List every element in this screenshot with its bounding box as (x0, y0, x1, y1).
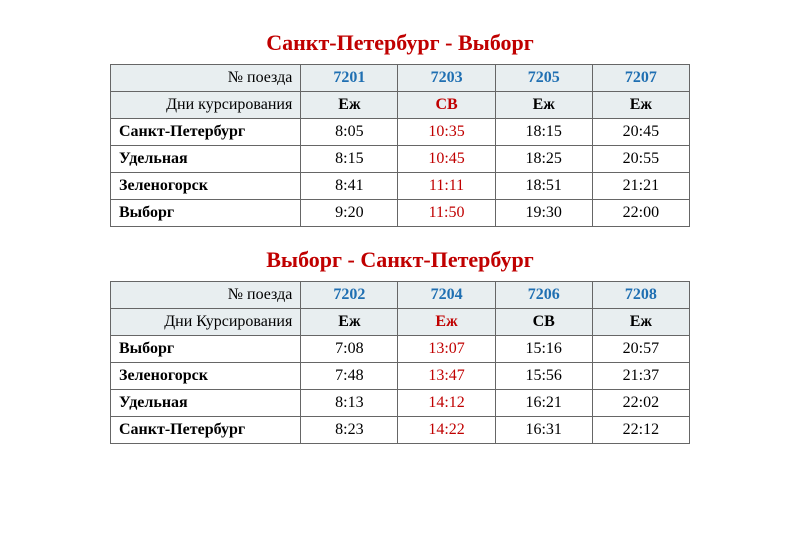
time-cell: 14:12 (398, 390, 495, 417)
time-cell: 15:56 (495, 363, 592, 390)
row-label: Дни курсирования (111, 92, 301, 119)
time-cell: 18:51 (495, 173, 592, 200)
day-cell: СВ (495, 309, 592, 336)
station-name: Выборг (111, 200, 301, 227)
train-number: 7207 (592, 65, 689, 92)
time-cell: 9:20 (301, 200, 398, 227)
train-number: 7208 (592, 282, 689, 309)
station-row: Удельная 8:15 10:45 18:25 20:55 (111, 146, 690, 173)
time-cell: 10:35 (398, 119, 495, 146)
time-cell: 18:15 (495, 119, 592, 146)
station-row: Санкт-Петербург 8:23 14:22 16:31 22:12 (111, 417, 690, 444)
station-name: Зеленогорск (111, 173, 301, 200)
time-cell: 21:21 (592, 173, 689, 200)
time-cell: 10:45 (398, 146, 495, 173)
station-row: Удельная 8:13 14:12 16:21 22:02 (111, 390, 690, 417)
time-cell: 7:08 (301, 336, 398, 363)
train-number-row: № поезда 7201 7203 7205 7207 (111, 65, 690, 92)
table-title: Санкт-Петербург - Выборг (40, 30, 760, 56)
schedule-table: № поезда 7201 7203 7205 7207 Дни курсиро… (110, 64, 690, 227)
time-cell: 14:22 (398, 417, 495, 444)
time-cell: 13:07 (398, 336, 495, 363)
station-row: Санкт-Петербург 8:05 10:35 18:15 20:45 (111, 119, 690, 146)
station-row: Зеленогорск 8:41 11:11 18:51 21:21 (111, 173, 690, 200)
time-cell: 19:30 (495, 200, 592, 227)
train-number: 7202 (301, 282, 398, 309)
day-cell: Еж (495, 92, 592, 119)
table-title: Выборг - Санкт-Петербург (40, 247, 760, 273)
train-number: 7205 (495, 65, 592, 92)
time-cell: 8:41 (301, 173, 398, 200)
train-number: 7204 (398, 282, 495, 309)
days-row: Дни Курсирования Еж Еж СВ Еж (111, 309, 690, 336)
time-cell: 8:13 (301, 390, 398, 417)
train-number: 7201 (301, 65, 398, 92)
time-cell: 16:31 (495, 417, 592, 444)
station-name: Удельная (111, 146, 301, 173)
time-cell: 8:23 (301, 417, 398, 444)
day-cell: СВ (398, 92, 495, 119)
row-label: № поезда (111, 282, 301, 309)
schedule-table: № поезда 7202 7204 7206 7208 Дни Курсиро… (110, 281, 690, 444)
time-cell: 15:16 (495, 336, 592, 363)
station-row: Выборг 9:20 11:50 19:30 22:00 (111, 200, 690, 227)
time-cell: 18:25 (495, 146, 592, 173)
train-number: 7203 (398, 65, 495, 92)
station-row: Зеленогорск 7:48 13:47 15:56 21:37 (111, 363, 690, 390)
station-row: Выборг 7:08 13:07 15:16 20:57 (111, 336, 690, 363)
time-cell: 7:48 (301, 363, 398, 390)
time-cell: 16:21 (495, 390, 592, 417)
time-cell: 11:50 (398, 200, 495, 227)
day-cell: Еж (592, 309, 689, 336)
station-name: Санкт-Петербург (111, 119, 301, 146)
row-label: Дни Курсирования (111, 309, 301, 336)
row-label: № поезда (111, 65, 301, 92)
time-cell: 20:57 (592, 336, 689, 363)
day-cell: Еж (301, 309, 398, 336)
time-cell: 21:37 (592, 363, 689, 390)
station-name: Удельная (111, 390, 301, 417)
time-cell: 22:12 (592, 417, 689, 444)
time-cell: 22:02 (592, 390, 689, 417)
time-cell: 20:45 (592, 119, 689, 146)
train-number-row: № поезда 7202 7204 7206 7208 (111, 282, 690, 309)
days-row: Дни курсирования Еж СВ Еж Еж (111, 92, 690, 119)
time-cell: 22:00 (592, 200, 689, 227)
time-cell: 8:05 (301, 119, 398, 146)
time-cell: 11:11 (398, 173, 495, 200)
train-number: 7206 (495, 282, 592, 309)
day-cell: Еж (301, 92, 398, 119)
time-cell: 20:55 (592, 146, 689, 173)
time-cell: 13:47 (398, 363, 495, 390)
station-name: Выборг (111, 336, 301, 363)
time-cell: 8:15 (301, 146, 398, 173)
day-cell: Еж (398, 309, 495, 336)
station-name: Санкт-Петербург (111, 417, 301, 444)
day-cell: Еж (592, 92, 689, 119)
station-name: Зеленогорск (111, 363, 301, 390)
